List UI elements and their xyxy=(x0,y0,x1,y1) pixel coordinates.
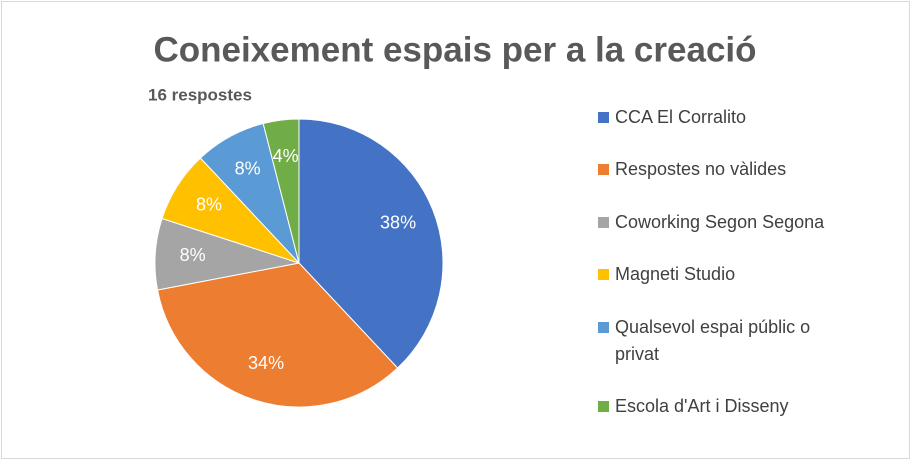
legend-swatch xyxy=(598,400,609,412)
chart-title: Coneixement espais per a la creació xyxy=(153,30,756,69)
legend-swatch xyxy=(598,164,609,176)
pie-slice xyxy=(156,262,399,408)
data-label: 8% xyxy=(235,158,261,178)
legend-label: Magneti Studio xyxy=(615,264,736,285)
legend-label: Coworking Segon Segona xyxy=(615,211,825,232)
data-label: 8% xyxy=(180,245,206,265)
legend-label: Escola d'Art i Disseny xyxy=(615,395,789,416)
data-label: 8% xyxy=(196,195,222,215)
legend-entry: CCA El Corralito xyxy=(598,104,848,131)
legend-label: Respostes no vàlides xyxy=(615,159,787,180)
pie-slice xyxy=(262,118,300,264)
legend-entry: Coworking Segon Segona xyxy=(598,209,848,236)
legend-swatch xyxy=(598,216,609,228)
legend-entry: Escola d'Art i Disseny xyxy=(598,393,848,420)
legend-label: CCA El Corralito xyxy=(615,107,747,127)
data-label: 34% xyxy=(248,353,284,373)
legend-entry: Qualsevol espai públic o privat xyxy=(598,314,848,368)
legend-swatch xyxy=(598,321,609,333)
pie-slice xyxy=(298,118,444,369)
legend-entry: Magneti Studio xyxy=(598,261,848,288)
legend-swatch xyxy=(598,112,609,123)
legend-label: Qualsevol espai públic o privat xyxy=(615,316,811,364)
chart-subtitle: 16 respostes xyxy=(148,85,252,104)
data-label: 4% xyxy=(273,146,299,166)
legend-entry: Respostes no vàlides xyxy=(598,156,848,183)
legend-swatch xyxy=(598,269,609,281)
legend: CCA El Corralito Respostes no vàlides Cowo… xyxy=(598,104,848,420)
data-label: 38% xyxy=(380,213,416,233)
